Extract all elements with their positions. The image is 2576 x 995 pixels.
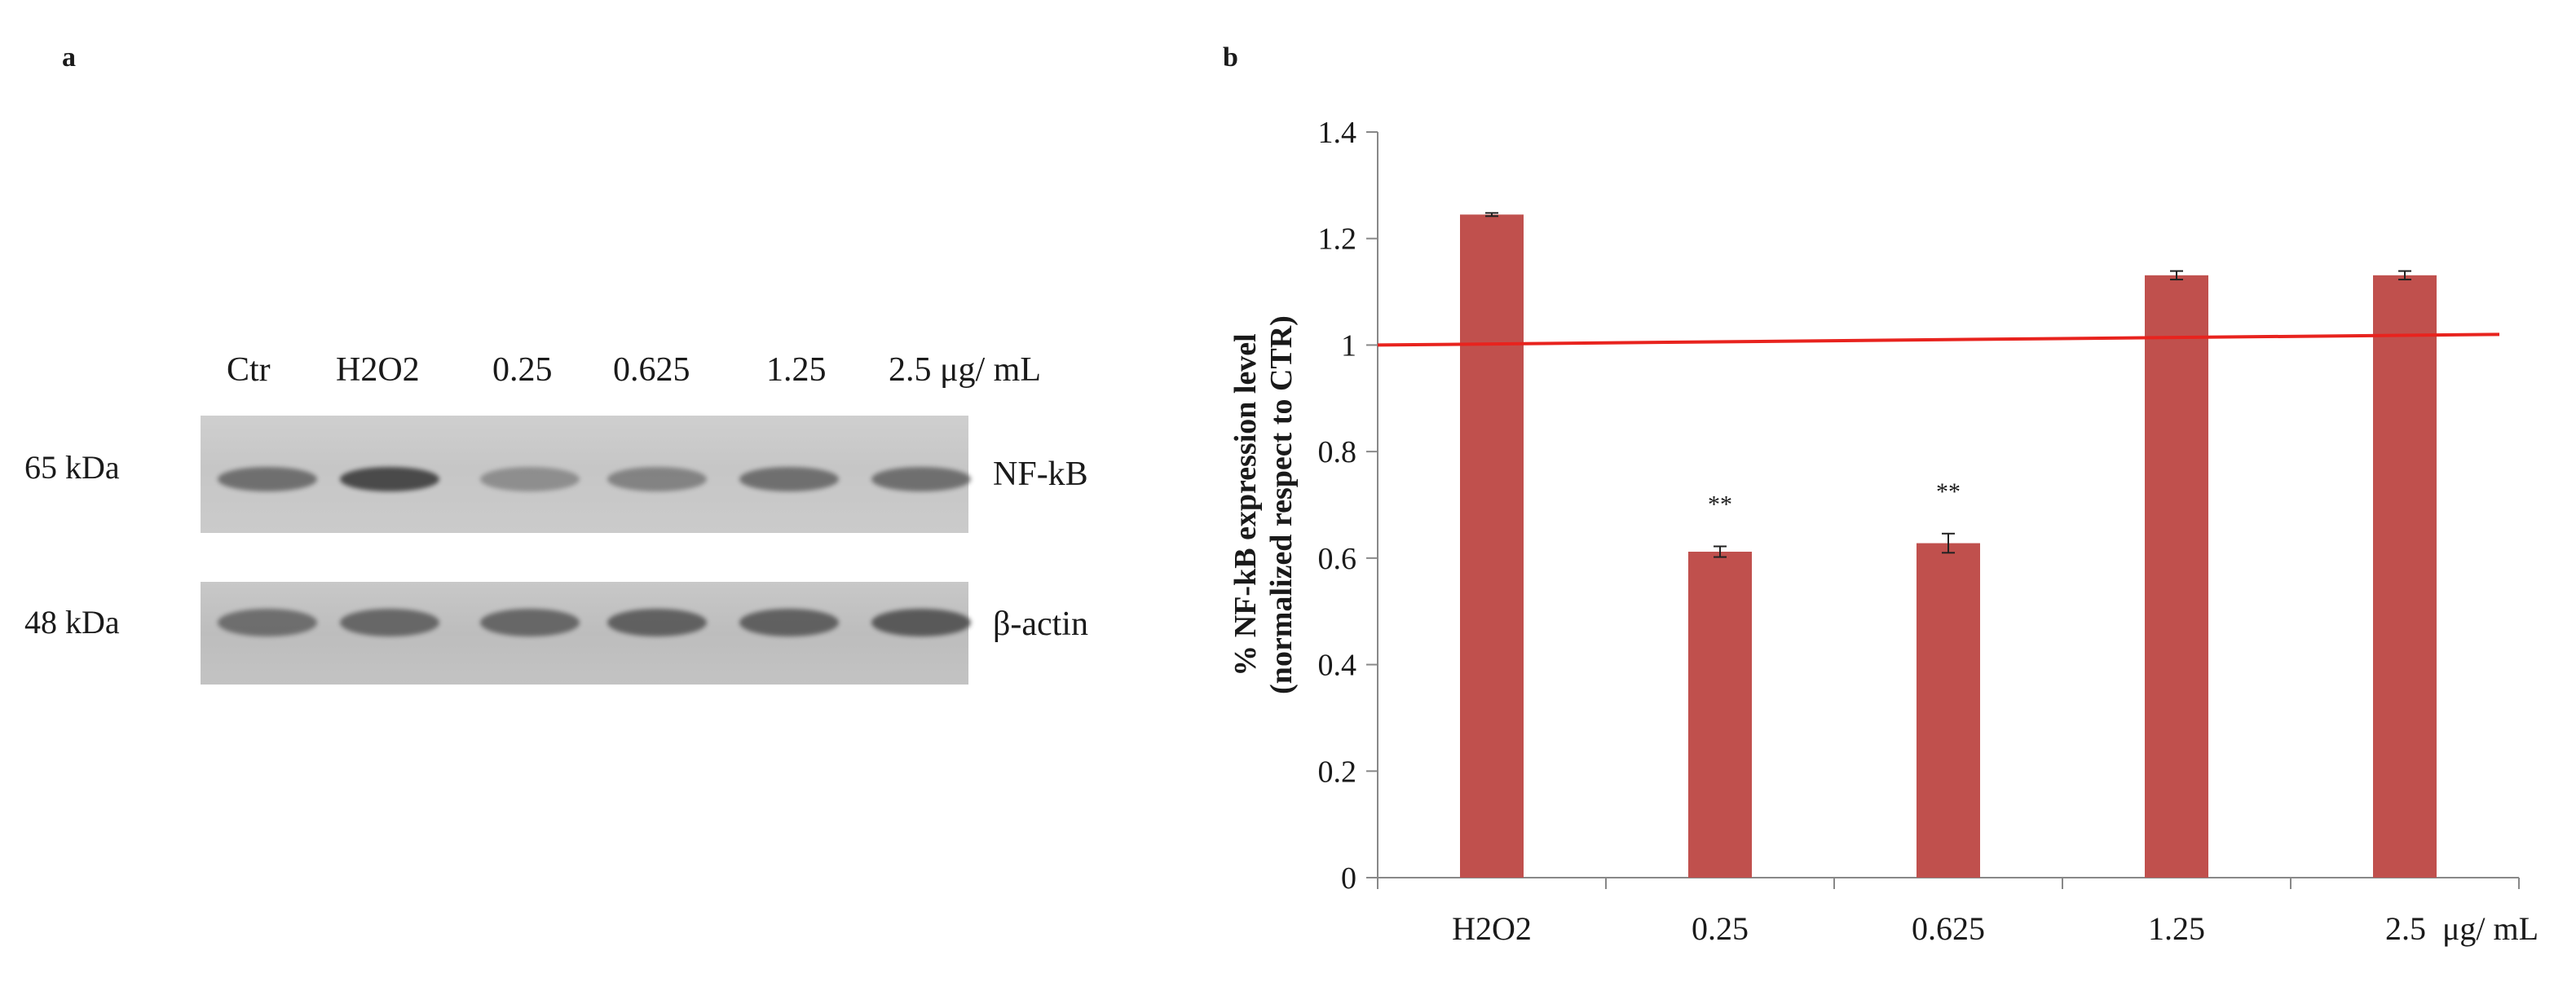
lane-label: 1.25 xyxy=(766,351,827,389)
blot-band xyxy=(739,609,839,636)
y-tick-label: 0.2 xyxy=(1318,755,1357,789)
x-tick-label: 0.25 xyxy=(1692,910,1749,947)
y-tick-label: 0.8 xyxy=(1318,435,1357,469)
reference-line xyxy=(1377,332,2500,347)
lane-label: 0.25 xyxy=(492,351,553,389)
y-tick-label: 0 xyxy=(1341,861,1356,896)
blot-band xyxy=(340,467,439,491)
blot-band xyxy=(218,467,317,491)
x-tick-label: H2O2 xyxy=(1452,910,1532,947)
error-bar xyxy=(1714,545,1727,558)
blot-band xyxy=(607,467,707,491)
significance-marker: ** xyxy=(1708,491,1732,517)
lane-label: 2.5 μg/ mL xyxy=(889,351,1042,389)
y-tick-label: 1.4 xyxy=(1318,116,1357,150)
molecular-weight-label: 48 kDa xyxy=(24,604,120,641)
bar xyxy=(1688,552,1752,878)
lane-label: 0.625 xyxy=(613,351,690,389)
blot-band xyxy=(218,609,317,636)
protein-label: β-actin xyxy=(993,605,1088,643)
y-tick-label: 0.4 xyxy=(1318,649,1357,683)
blot-band xyxy=(739,467,839,491)
x-tick-label: 2.5 μg/ mL xyxy=(2385,910,2539,947)
molecular-weight-label: 65 kDa xyxy=(24,449,120,486)
blot-band xyxy=(480,609,580,636)
nfkb-blot-membrane xyxy=(201,416,971,533)
error-bar xyxy=(2170,270,2183,281)
y-axis-title: % NF-kB expression level (normalized resp… xyxy=(1228,315,1299,694)
y-tick-label: 0.6 xyxy=(1318,542,1357,576)
error-bar xyxy=(2398,270,2411,281)
chart-bars xyxy=(1377,212,2500,878)
x-tick-label: 1.25 xyxy=(2148,910,2205,947)
y-axis-title-line: % NF-kB expression level xyxy=(1228,333,1263,676)
blot-band xyxy=(871,609,971,636)
y-tick-label: 1 xyxy=(1341,328,1356,363)
error-bar xyxy=(1485,212,1498,218)
x-tick-label: 0.625 xyxy=(1912,910,1985,947)
blot-band xyxy=(340,609,439,636)
blot-band xyxy=(480,467,580,491)
y-tick-label: 1.2 xyxy=(1318,222,1357,257)
significance-marker: ** xyxy=(1936,478,1961,505)
bar xyxy=(1460,214,1524,878)
bar xyxy=(2373,275,2437,878)
blot-band xyxy=(607,609,707,636)
chart-labels: 0 0.2 0.4 0.6 0.8 1 1.2 1.4 H2O2 ** 0.25 ** 0.625 1.2… xyxy=(1228,116,2539,947)
protein-label: NF-kB xyxy=(993,456,1088,493)
blot-band xyxy=(871,467,971,491)
lane-label: H2O2 xyxy=(336,351,420,389)
bar xyxy=(2145,275,2208,878)
lane-label: Ctr xyxy=(227,351,271,389)
actin-blot-membrane xyxy=(201,582,971,685)
error-bar xyxy=(1942,532,1955,554)
panel-b-letter: b xyxy=(1223,42,1238,73)
panel-a-letter: a xyxy=(62,42,76,73)
y-axis-title-line: (normalized respect to CTR) xyxy=(1264,315,1299,694)
bar xyxy=(1917,543,1980,878)
